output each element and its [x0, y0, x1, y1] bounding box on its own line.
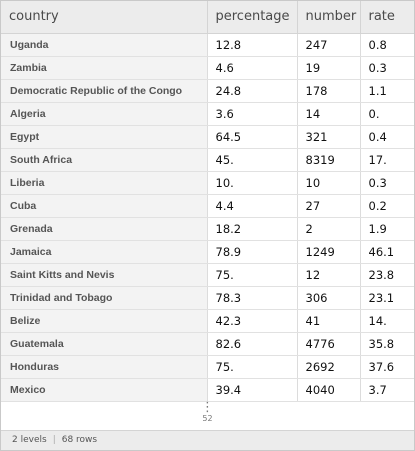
- cell-rate[interactable]: 0.3: [360, 171, 414, 195]
- cell-country[interactable]: Grenada: [1, 217, 208, 241]
- status-separator: |: [52, 435, 56, 445]
- cell-number[interactable]: 27: [297, 194, 361, 218]
- cell-number[interactable]: 178: [297, 79, 361, 103]
- cell-percentage[interactable]: 39.4: [207, 378, 298, 402]
- table-row: Saint Kitts and Nevis 75. 12 23.8: [1, 263, 414, 287]
- cell-number[interactable]: 19: [297, 56, 361, 80]
- cell-rate[interactable]: 0.8: [360, 33, 414, 57]
- cell-rate[interactable]: 3.7: [360, 378, 414, 402]
- column-header-percentage[interactable]: percentage: [207, 1, 298, 34]
- cell-rate[interactable]: 0.2: [360, 194, 414, 218]
- data-table: country percentage number rate Uganda 12.…: [1, 1, 414, 402]
- cell-country[interactable]: Zambia: [1, 56, 208, 80]
- cell-percentage[interactable]: 18.2: [207, 217, 298, 241]
- cell-rate[interactable]: 0.3: [360, 56, 414, 80]
- table-row: Jamaica 78.9 1249 46.1: [1, 240, 414, 264]
- cell-country[interactable]: Mexico: [1, 378, 208, 402]
- cell-rate[interactable]: 46.1: [360, 240, 414, 264]
- status-bar: 2 levels | 68 rows: [1, 430, 414, 450]
- cell-percentage[interactable]: 45.: [207, 148, 298, 172]
- column-header-number[interactable]: number: [297, 1, 361, 34]
- cell-percentage[interactable]: 12.8: [207, 33, 298, 57]
- levels-count: 2 levels: [12, 435, 47, 445]
- cell-number[interactable]: 306: [297, 286, 361, 310]
- table-row: Trinidad and Tobago 78.3 306 23.1: [1, 286, 414, 310]
- table-row: Zambia 4.6 19 0.3: [1, 56, 414, 80]
- cell-country[interactable]: Trinidad and Tobago: [1, 286, 208, 310]
- cell-percentage[interactable]: 75.: [207, 355, 298, 379]
- cell-rate[interactable]: 23.8: [360, 263, 414, 287]
- table-row: South Africa 45. 8319 17.: [1, 148, 414, 172]
- cell-percentage[interactable]: 78.9: [207, 240, 298, 264]
- cell-number[interactable]: 14: [297, 102, 361, 126]
- table-row: Cuba 4.4 27 0.2: [1, 194, 414, 218]
- cell-number[interactable]: 8319: [297, 148, 361, 172]
- cell-number[interactable]: 321: [297, 125, 361, 149]
- cell-percentage[interactable]: 82.6: [207, 332, 298, 356]
- cell-country[interactable]: Cuba: [1, 194, 208, 218]
- column-header-rate[interactable]: rate: [360, 1, 414, 34]
- cell-number[interactable]: 1249: [297, 240, 361, 264]
- cell-rate[interactable]: 1.9: [360, 217, 414, 241]
- table-row: Guatemala 82.6 4776 35.8: [1, 332, 414, 356]
- more-rows-indicator[interactable]: ⋮ 52: [1, 400, 414, 430]
- cell-country[interactable]: Saint Kitts and Nevis: [1, 263, 208, 287]
- cell-country[interactable]: Liberia: [1, 171, 208, 195]
- rows-count: 68 rows: [61, 435, 98, 445]
- table-row: Uganda 12.8 247 0.8: [1, 33, 414, 57]
- cell-country[interactable]: Democratic Republic of the Congo: [1, 79, 208, 103]
- cell-country[interactable]: South Africa: [1, 148, 208, 172]
- cell-percentage[interactable]: 3.6: [207, 102, 298, 126]
- table-row: Belize 42.3 41 14.: [1, 309, 414, 333]
- cell-number[interactable]: 10: [297, 171, 361, 195]
- cell-country[interactable]: Egypt: [1, 125, 208, 149]
- cell-rate[interactable]: 35.8: [360, 332, 414, 356]
- column-header-country[interactable]: country: [1, 1, 208, 34]
- cell-rate[interactable]: 0.4: [360, 125, 414, 149]
- cell-number[interactable]: 2: [297, 217, 361, 241]
- table-row: Liberia 10. 10 0.3: [1, 171, 414, 195]
- table-body: Uganda 12.8 247 0.8 Zambia 4.6 19 0.3 Democratic…: [1, 33, 414, 402]
- table-row: Mexico 39.4 4040 3.7: [1, 378, 414, 402]
- cell-number[interactable]: 4776: [297, 332, 361, 356]
- cell-number[interactable]: 41: [297, 309, 361, 333]
- cell-number[interactable]: 2692: [297, 355, 361, 379]
- cell-rate[interactable]: 37.6: [360, 355, 414, 379]
- cell-number[interactable]: 247: [297, 33, 361, 57]
- cell-percentage[interactable]: 42.3: [207, 309, 298, 333]
- cell-country[interactable]: Belize: [1, 309, 208, 333]
- table-row: Algeria 3.6 14 0.: [1, 102, 414, 126]
- cell-country[interactable]: Uganda: [1, 33, 208, 57]
- cell-rate[interactable]: 14.: [360, 309, 414, 333]
- cell-percentage[interactable]: 4.6: [207, 56, 298, 80]
- cell-percentage[interactable]: 24.8: [207, 79, 298, 103]
- cell-rate[interactable]: 23.1: [360, 286, 414, 310]
- cell-percentage[interactable]: 75.: [207, 263, 298, 287]
- cell-rate[interactable]: 17.: [360, 148, 414, 172]
- cell-percentage[interactable]: 78.3: [207, 286, 298, 310]
- cell-country[interactable]: Honduras: [1, 355, 208, 379]
- cell-country[interactable]: Guatemala: [1, 332, 208, 356]
- header-row: country percentage number rate: [1, 1, 414, 34]
- cell-rate[interactable]: 1.1: [360, 79, 414, 103]
- table-row: Grenada 18.2 2 1.9: [1, 217, 414, 241]
- cell-percentage[interactable]: 4.4: [207, 194, 298, 218]
- table-row: Egypt 64.5 321 0.4: [1, 125, 414, 149]
- cell-number[interactable]: 12: [297, 263, 361, 287]
- hidden-row-count: 52: [202, 414, 213, 423]
- vertical-ellipsis-icon[interactable]: ⋮: [201, 400, 214, 415]
- table-row: Democratic Republic of the Congo 24.8 178 1…: [1, 79, 414, 103]
- cell-country[interactable]: Jamaica: [1, 240, 208, 264]
- cell-percentage[interactable]: 64.5: [207, 125, 298, 149]
- table-row: Honduras 75. 2692 37.6: [1, 355, 414, 379]
- cell-country[interactable]: Algeria: [1, 102, 208, 126]
- cell-percentage[interactable]: 10.: [207, 171, 298, 195]
- cell-rate[interactable]: 0.: [360, 102, 414, 126]
- cell-number[interactable]: 4040: [297, 378, 361, 402]
